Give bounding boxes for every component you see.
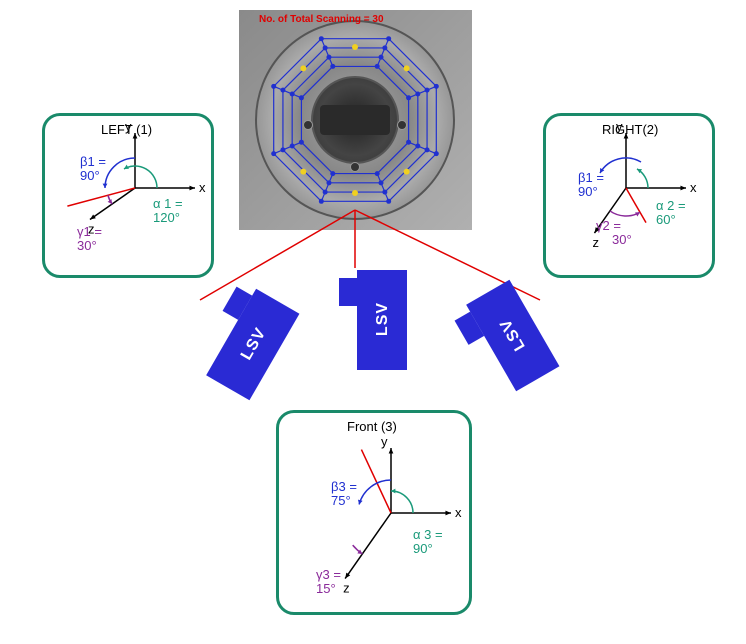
svg-text:x: x: [690, 180, 697, 195]
diagram-canvas: No. of Total Scanning = 30 LSVLSVLSV LEF…: [0, 0, 746, 644]
svg-text:β1 =: β1 =: [80, 154, 106, 169]
svg-text:90°: 90°: [578, 184, 598, 199]
svg-text:z: z: [592, 235, 599, 250]
axis-plot: x y z β3 =75° α 3 =90° γ3 =15°: [279, 413, 475, 618]
lsv-label: LSV: [374, 302, 392, 336]
svg-text:30°: 30°: [612, 232, 632, 247]
svg-text:y: y: [125, 119, 132, 134]
svg-text:z: z: [343, 581, 350, 596]
svg-text:y: y: [616, 119, 623, 134]
svg-text:γ1 =: γ1 =: [77, 224, 102, 239]
panel-right: RIGHT(2)xyzβ1 =90°α 2 =60°γ2 =30°: [543, 113, 715, 278]
svg-text:90°: 90°: [80, 168, 100, 183]
svg-text:γ2 =: γ2 =: [596, 218, 621, 233]
svg-text:α 3 =: α 3 =: [413, 527, 443, 542]
svg-text:75°: 75°: [331, 493, 351, 508]
svg-text:15°: 15°: [316, 581, 336, 596]
svg-text:90°: 90°: [413, 541, 433, 556]
svg-text:β3 =: β3 =: [331, 479, 357, 494]
svg-text:α 2 =: α 2 =: [656, 198, 686, 213]
svg-text:60°: 60°: [656, 212, 676, 227]
svg-text:α 1 =: α 1 =: [153, 196, 183, 211]
svg-text:β1 =: β1 =: [578, 170, 604, 185]
svg-text:x: x: [455, 505, 462, 520]
svg-text:x: x: [199, 180, 206, 195]
axis-plot: xyzβ1 =90°α 1 =120°γ1 =30°: [45, 116, 217, 281]
axis-plot: x y z β1 =90° α 2 =60° γ2 =30°: [546, 116, 718, 281]
svg-text:120°: 120°: [153, 210, 180, 225]
svg-text:γ3 =: γ3 =: [316, 567, 341, 582]
svg-text:y: y: [381, 434, 388, 449]
panel-front: Front (3)xyzβ3 =75°α 3 =90°γ3 =15°: [276, 410, 472, 615]
panel-left: LEFT (1)xyzβ1 =90°α 1 =120°γ1 =30°: [42, 113, 214, 278]
svg-text:30°: 30°: [77, 238, 97, 253]
lsv-unit: LSV: [339, 270, 407, 370]
